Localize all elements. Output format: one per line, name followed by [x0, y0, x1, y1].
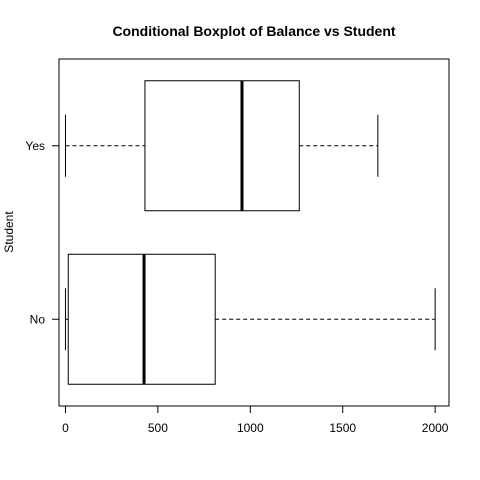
x-tick-label: 0: [62, 421, 69, 435]
chart-title: Conditional Boxplot of Balance vs Studen…: [112, 23, 395, 39]
x-tick-label: 1500: [329, 421, 356, 435]
box-no-iqr: [67, 253, 216, 385]
y-axis: No Yes: [25, 139, 60, 326]
x-tick-label: 500: [148, 421, 168, 435]
box-yes-iqr: [144, 80, 300, 212]
x-tick-label: 2000: [422, 421, 449, 435]
y-tick-label-yes: Yes: [25, 139, 45, 153]
box-no: [64, 253, 436, 385]
box-yes: [64, 80, 379, 212]
x-axis: 0 500 1000 1500 2000: [62, 405, 449, 435]
x-tick-label: 1000: [237, 421, 264, 435]
boxes-group: [64, 80, 436, 385]
y-axis-label: Student: [2, 211, 16, 253]
y-tick-label-no: No: [30, 312, 46, 326]
